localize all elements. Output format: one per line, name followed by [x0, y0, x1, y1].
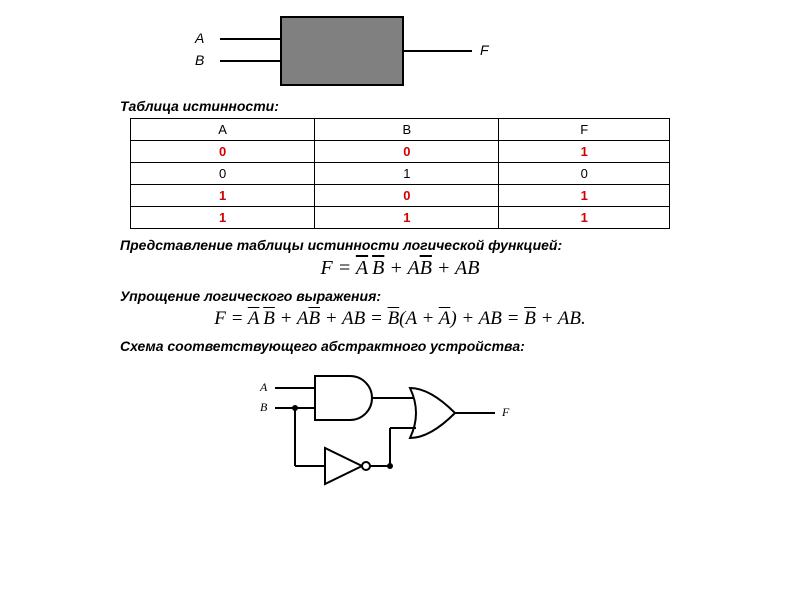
- circuit-svg: [250, 358, 550, 498]
- output-label-f: F: [480, 42, 489, 58]
- circuit-label-f: F: [502, 405, 509, 420]
- table-header: B: [315, 119, 499, 141]
- not-gate-icon: [325, 448, 362, 484]
- table-cell: 1: [131, 207, 315, 229]
- wire-a: [220, 38, 280, 40]
- table-row: 111: [131, 207, 670, 229]
- or-gate-icon: [410, 388, 455, 438]
- not-bubble-icon: [362, 462, 370, 470]
- table-cell: 1: [315, 207, 499, 229]
- truth-table: ABF 001010101111: [130, 118, 670, 229]
- table-header: F: [499, 119, 670, 141]
- truth-table-title: Таблица истинности:: [120, 98, 800, 114]
- table-cell: 1: [499, 207, 670, 229]
- table-cell: 0: [131, 141, 315, 163]
- table-cell: 0: [499, 163, 670, 185]
- table-row: 010: [131, 163, 670, 185]
- table-cell: 1: [315, 163, 499, 185]
- formula-main: F = A B + AB + AB: [0, 257, 800, 280]
- circuit-label-b: B: [260, 400, 267, 415]
- input-label-a: A: [195, 30, 204, 46]
- table-header: A: [131, 119, 315, 141]
- wire-b: [220, 60, 280, 62]
- logic-circuit: A B F: [250, 358, 550, 498]
- table-cell: 1: [131, 185, 315, 207]
- black-box: [280, 16, 404, 86]
- circuit-title: Схема соответствующего абстрактного устр…: [120, 338, 800, 354]
- table-cell: 1: [499, 185, 670, 207]
- table-cell: 0: [131, 163, 315, 185]
- circuit-label-a: A: [260, 380, 267, 395]
- table-cell: 0: [315, 141, 499, 163]
- table-row: 001: [131, 141, 670, 163]
- simpl-title: Упрощение логического выражения:: [120, 288, 800, 304]
- table-cell: 1: [499, 141, 670, 163]
- formula-simplified: F = A B + AB + AB = B(A + A) + AB = B + …: [0, 308, 800, 330]
- table-cell: 0: [315, 185, 499, 207]
- repr-title: Представление таблицы истинности логичес…: [120, 237, 800, 253]
- input-label-b: B: [195, 52, 204, 68]
- and-gate-icon: [315, 376, 372, 420]
- table-row: 101: [131, 185, 670, 207]
- wire-f: [402, 50, 472, 52]
- block-diagram: A B F: [150, 10, 650, 90]
